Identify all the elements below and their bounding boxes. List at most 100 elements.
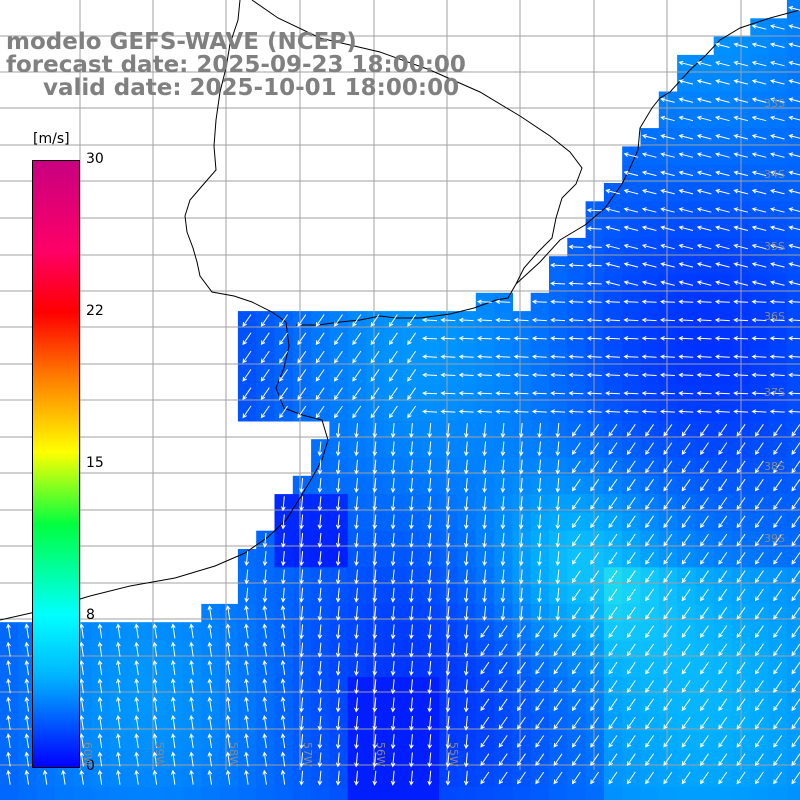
wind-vector (537, 532, 542, 548)
wind-vector (626, 552, 636, 565)
wind-vector (354, 697, 359, 713)
wind-vector (480, 680, 490, 693)
wind-vector (335, 477, 341, 493)
lon-label-60w: 60W (81, 742, 94, 767)
wind-vector (97, 659, 103, 675)
wind-vector (317, 551, 323, 567)
wind-vector (427, 606, 433, 622)
wind-vector (134, 714, 139, 730)
wind-vector (463, 697, 469, 713)
wind-vector (445, 624, 451, 640)
wind-vector (769, 170, 785, 177)
wind-vector (24, 659, 30, 675)
wind-vector (535, 661, 545, 675)
wind-vector (518, 551, 524, 567)
wind-vector (641, 280, 657, 286)
wind-vector (773, 570, 783, 584)
wind-vector (641, 170, 657, 177)
wind-vector (788, 409, 800, 414)
wind-vector (440, 372, 456, 378)
wind-vector (678, 299, 694, 305)
wind-speed-cell (640, 786, 660, 800)
wind-vector (733, 188, 749, 195)
wind-vector (354, 496, 359, 512)
wind-vector (678, 115, 694, 122)
wind-vector (660, 97, 675, 103)
wind-vector (482, 532, 487, 548)
wind-vector (571, 661, 581, 675)
wind-speed-cell (201, 786, 221, 800)
wind-vector (315, 350, 325, 364)
wind-vector (409, 569, 414, 585)
wind-vector (645, 698, 655, 712)
wind-vector (352, 350, 362, 364)
wind-vector (769, 134, 785, 140)
wind-vector (372, 477, 378, 493)
wind-vector (500, 569, 506, 585)
wind-vector (280, 733, 286, 749)
wind-vector (736, 716, 746, 730)
wind-speed-cell (786, 457, 800, 477)
wind-vector (260, 369, 270, 382)
wind-vector (225, 678, 231, 694)
wind-vector (445, 514, 451, 530)
wind-vector (495, 372, 511, 378)
wind-vector (445, 660, 451, 676)
wind-vector (207, 678, 213, 694)
wind-vector (531, 409, 547, 414)
wind-vector (590, 771, 600, 785)
wind-vector (714, 390, 730, 396)
wind-vector (170, 623, 176, 639)
wind-vector (773, 753, 783, 767)
wind-vector (280, 696, 286, 712)
wind-vector (754, 533, 764, 547)
wind-vector (754, 753, 764, 767)
wind-vector (663, 497, 673, 510)
wind-vector (299, 642, 304, 658)
wind-vector (645, 607, 655, 620)
wind-vector (733, 115, 749, 122)
wind-vector (681, 735, 691, 748)
wind-vector (427, 551, 433, 567)
wind-vector (372, 660, 378, 676)
wind-vector (769, 317, 785, 323)
wind-vector (335, 752, 341, 768)
wind-vector (445, 642, 451, 658)
wind-vector (663, 533, 673, 547)
wind-vector (590, 442, 600, 455)
wind-vector (280, 769, 286, 785)
wind-vector (605, 354, 621, 360)
wind-vector (678, 409, 694, 414)
wind-vector (24, 733, 30, 749)
wind-vector (354, 551, 359, 567)
wind-vector (605, 225, 620, 231)
wind-vector (608, 716, 618, 730)
wind-vector (623, 409, 639, 414)
wind-vector (352, 369, 362, 382)
wind-vector (586, 336, 602, 341)
wind-vector (480, 753, 490, 767)
wind-vector (299, 697, 304, 713)
wind-vector (623, 225, 639, 231)
wind-vector (427, 459, 433, 475)
wind-vector (733, 409, 749, 414)
wind-vector (641, 299, 657, 305)
wind-vector (317, 441, 323, 457)
wind-vector (495, 317, 511, 323)
lat-label-33s: 33S (764, 97, 785, 110)
wind-vector (715, 207, 730, 213)
wind-vectors (6, 5, 800, 786)
wind-vector (769, 207, 785, 213)
wind-vector (116, 659, 121, 675)
wind-speed-cell (183, 786, 202, 800)
wind-vector (407, 350, 417, 364)
wind-vector (335, 532, 341, 548)
wind-vector (244, 733, 249, 749)
wind-vector (555, 606, 561, 622)
wind-speed-cell (237, 786, 257, 800)
wind-vector (463, 551, 469, 567)
wind-vector (626, 442, 636, 455)
wind-vector (568, 299, 584, 305)
wind-vector (463, 532, 469, 548)
wind-vector (623, 372, 639, 378)
